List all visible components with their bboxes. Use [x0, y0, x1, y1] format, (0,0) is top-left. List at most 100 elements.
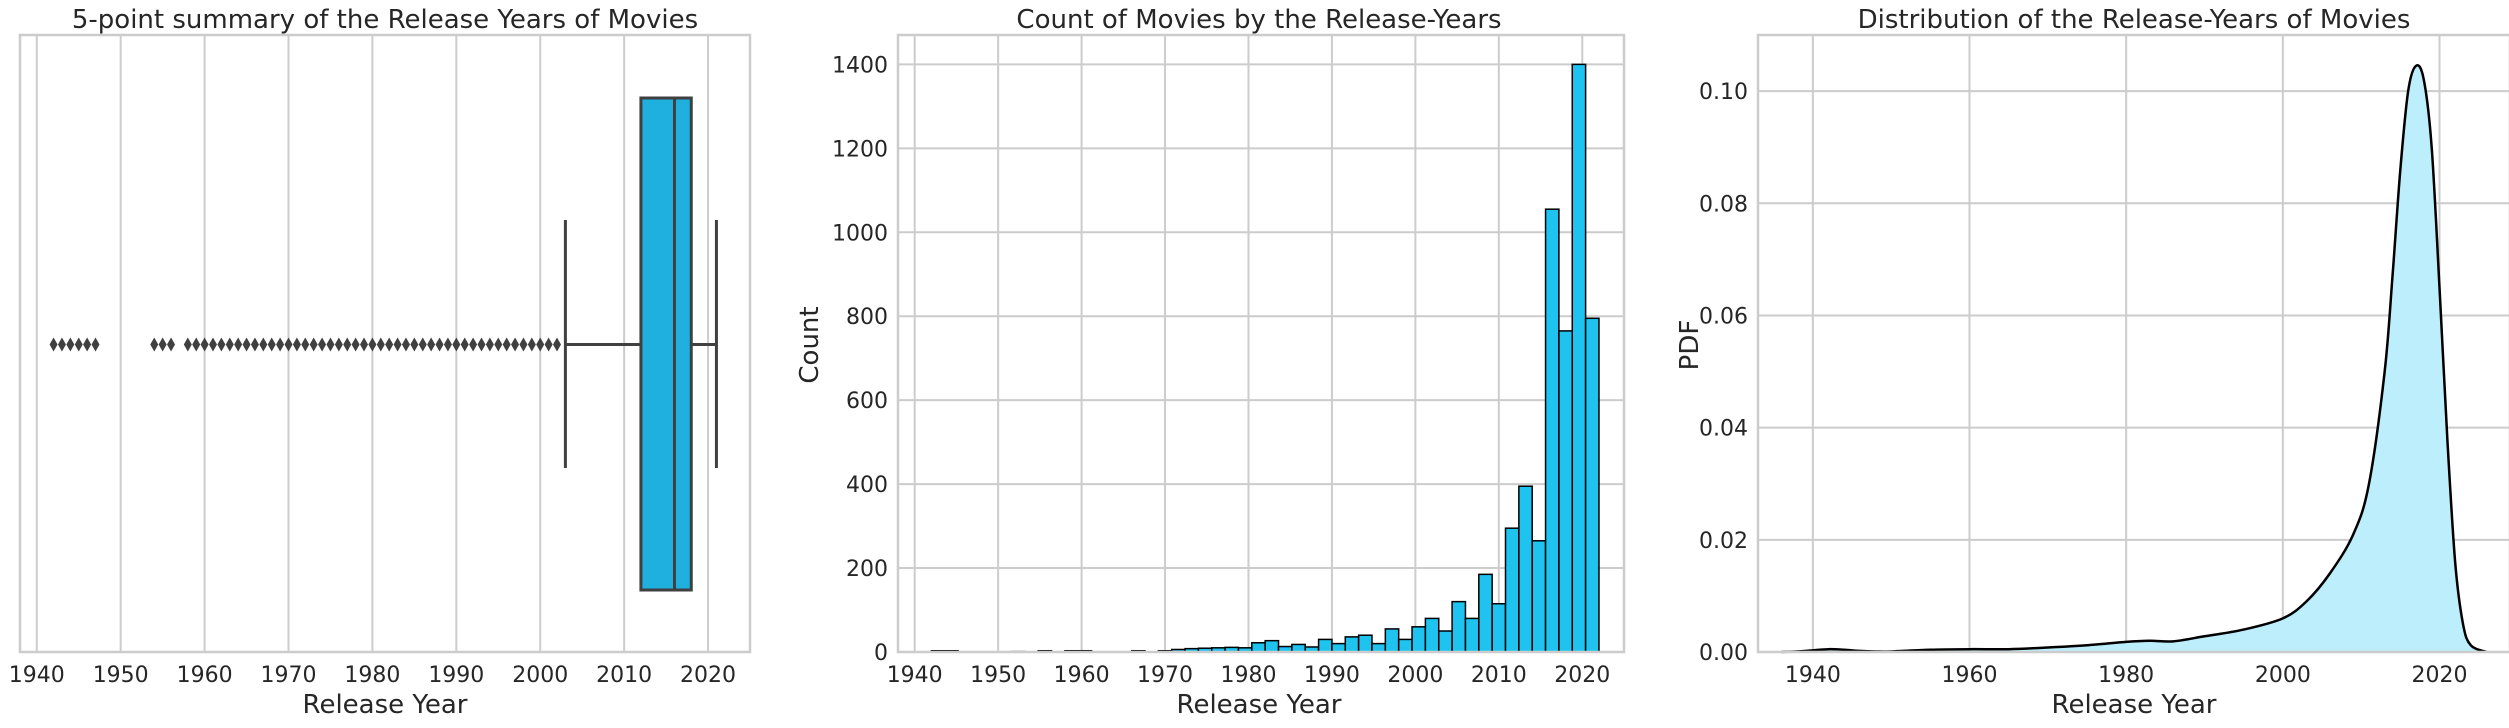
histogram-bar: [1571, 63, 1587, 653]
outlier-point: [167, 337, 176, 352]
outlier-point: [519, 337, 528, 352]
outlier-point: [393, 337, 402, 352]
y-tick-label: 200: [846, 557, 888, 582]
histogram-bar: [1451, 600, 1467, 653]
y-tick-label: 800: [846, 305, 888, 330]
y-tick-label: 1000: [832, 221, 888, 246]
outlier-point: [66, 337, 75, 352]
outlier-point: [225, 337, 234, 352]
kde-frame: [1756, 33, 2509, 654]
histogram-xlabel: Release Year: [1177, 690, 1342, 720]
histogram-bar: [1397, 638, 1413, 653]
outlier-point: [544, 337, 553, 352]
outlier-point: [150, 337, 159, 352]
histogram-bar: [1437, 630, 1453, 653]
outlier-point: [318, 337, 327, 352]
histogram-x-ticks: 1940 1950 1960 1970 1980 1990 2000 2010 2020: [887, 663, 1611, 688]
histogram-bar: [1464, 617, 1480, 653]
y-tick-label: 0.08: [1699, 192, 1748, 217]
x-tick-label: 1980: [344, 663, 400, 688]
outlier-point: [401, 337, 410, 352]
x-tick-label: 1940: [887, 663, 943, 688]
histogram-frame: [896, 33, 1626, 654]
x-tick-label: 1940: [1785, 663, 1841, 688]
histogram-bar: [1424, 617, 1440, 653]
histogram-bar: [1264, 639, 1280, 653]
x-tick-label: 1980: [2098, 663, 2154, 688]
boxplot-frame: [18, 33, 752, 654]
x-tick-label: 2020: [680, 663, 736, 688]
histogram-bar: [1518, 485, 1533, 653]
kde-panel: Distribution of the Release-Years of Mov…: [1675, 5, 2509, 720]
outlier-point: [49, 337, 58, 352]
y-tick-label: 0.00: [1699, 641, 1748, 666]
outlier-point: [351, 337, 360, 352]
kde-ylabel: PDF: [1675, 320, 1705, 371]
y-tick-label: 1400: [832, 53, 888, 78]
histogram-bar: [1558, 330, 1574, 653]
outlier-point: [326, 337, 335, 352]
outlier-point: [276, 337, 285, 352]
iqr-box: [639, 96, 693, 592]
outlier-point: [460, 337, 469, 352]
kde-area: [1781, 64, 2487, 654]
histogram-ylabel: Count: [795, 306, 825, 383]
x-tick-label: 1950: [970, 663, 1026, 688]
x-tick-label: 1990: [1304, 663, 1360, 688]
histogram-bar: [1344, 636, 1360, 653]
x-tick-label: 2000: [2255, 663, 2311, 688]
outlier-point: [469, 337, 478, 352]
y-tick-label: 0.04: [1699, 417, 1748, 442]
outlier-point: [435, 337, 444, 352]
x-tick-label: 2010: [1471, 663, 1527, 688]
histogram-y-ticks: 0 200 400 600 800 1000 1200 1400: [832, 53, 888, 666]
boxplot-x-ticks: 1940 1950 1960 1970 1980 1990 2000 2010 2020: [9, 663, 736, 688]
histogram-bar: [1331, 642, 1347, 653]
outlier-point: [267, 337, 276, 352]
outlier-point: [242, 337, 251, 352]
kde-fill: [1781, 65, 2487, 653]
histogram-bar: [1584, 317, 1600, 653]
y-tick-label: 600: [846, 389, 888, 414]
x-tick-label: 2000: [512, 663, 568, 688]
histogram-title: Count of Movies by the Release-Years: [1016, 5, 1501, 35]
outlier-point: [234, 337, 243, 352]
outlier-point: [309, 337, 318, 352]
outlier-point: [183, 337, 192, 352]
y-tick-label: 0: [874, 641, 888, 666]
histogram-bar: [1357, 634, 1373, 653]
histogram-bar: [1531, 540, 1547, 653]
x-tick-label: 1940: [9, 663, 65, 688]
x-tick-label: 2020: [2412, 663, 2468, 688]
x-tick-label: 1980: [1220, 663, 1276, 688]
outlier-point: [284, 337, 293, 352]
outlier-point: [427, 337, 436, 352]
outlier-point: [74, 337, 83, 352]
outlier-point: [477, 337, 486, 352]
histogram-bar: [1251, 642, 1266, 653]
outlier-point: [301, 337, 310, 352]
outlier-point: [360, 337, 369, 352]
x-tick-label: 1960: [1054, 663, 1110, 688]
histogram-bar: [1544, 208, 1560, 653]
y-tick-label: 1200: [832, 137, 888, 162]
x-tick-label: 1990: [428, 663, 484, 688]
y-tick-label: 0.06: [1699, 304, 1748, 329]
x-tick-label: 2000: [1387, 663, 1443, 688]
kde-xlabel: Release Year: [2052, 690, 2217, 720]
boxplot-marks: [49, 96, 718, 592]
outlier-point: [511, 337, 520, 352]
outlier-point: [527, 337, 536, 352]
y-tick-label: 0.10: [1699, 80, 1748, 105]
kde-x-ticks: 1940 1960 1980 2000 2020: [1785, 663, 2468, 688]
outlier-point: [385, 337, 394, 352]
outlier-point: [259, 337, 268, 352]
outlier-point: [217, 337, 226, 352]
boxplot-title: 5-point summary of the Release Years of …: [72, 5, 698, 35]
histogram-bar: [1317, 638, 1333, 653]
outlier-point: [536, 337, 545, 352]
x-tick-label: 1970: [261, 663, 317, 688]
outlier-point: [452, 337, 461, 352]
outlier-point: [83, 337, 92, 352]
y-tick-label: 0.02: [1699, 529, 1748, 554]
